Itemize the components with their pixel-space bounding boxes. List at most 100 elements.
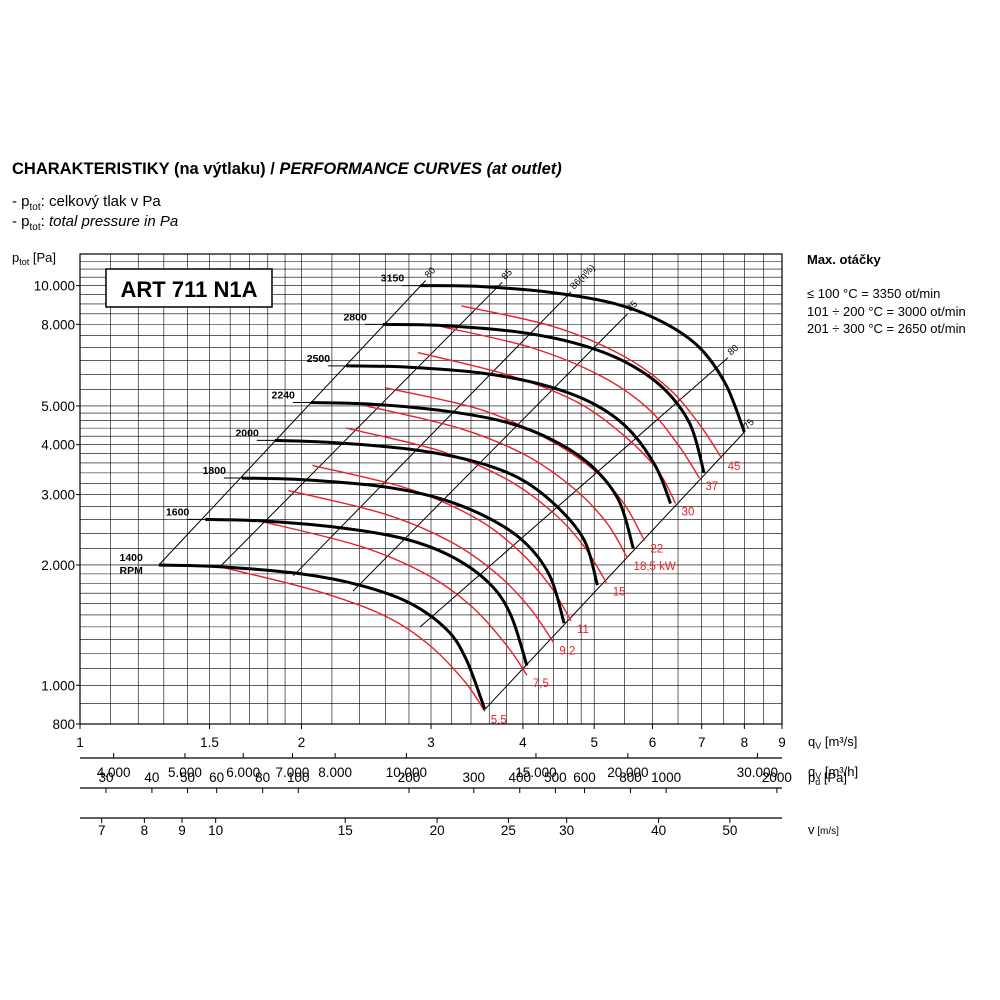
secondary-tick-label: 15 xyxy=(338,823,353,838)
rpm-curve xyxy=(205,517,529,667)
max-rpm-title: Max. otáčky xyxy=(807,252,881,267)
secondary-tick-label: 8.000 xyxy=(318,765,352,780)
secondary-tick-label: 60 xyxy=(209,770,224,785)
axis-label-pd: pd [Pa] xyxy=(808,770,847,787)
y-tick-label: 8.000 xyxy=(41,317,75,332)
secondary-tick-label: 7.000 xyxy=(276,765,310,780)
rpm-curve xyxy=(346,364,672,505)
y-axis-label: ptot [Pa] xyxy=(12,250,56,267)
power-label: 11 xyxy=(577,624,589,636)
secondary-tick-label: 400 xyxy=(508,770,531,785)
x-tick-label: 1 xyxy=(76,735,84,750)
secondary-tick-label: 1000 xyxy=(651,770,681,785)
efficiency-label: 80 xyxy=(726,343,741,358)
power-curves: 5,5 7,5 9,211 15 18,5 kW 22 30 37 45 xyxy=(219,305,741,726)
secondary-tick-label: 600 xyxy=(573,770,596,785)
rpm-curve xyxy=(310,401,635,549)
power-curve xyxy=(385,387,646,542)
secondary-tick-label: 9 xyxy=(178,823,186,838)
x-tick-label: 7 xyxy=(698,735,706,750)
model-box: ART 711 N1A xyxy=(105,268,273,308)
power-curve xyxy=(288,489,554,643)
secondary-tick-label: 50 xyxy=(722,823,737,838)
secondary-tick-label: 50 xyxy=(180,770,195,785)
rpm-label: 1800 xyxy=(203,465,227,477)
title-cz: CHARAKTERISTIKY (na výtlaku) / xyxy=(12,160,280,178)
model-name: ART 711 N1A xyxy=(121,277,258,302)
secondary-tick-label: 100 xyxy=(287,770,310,785)
model-box-frame xyxy=(105,268,273,308)
secondary-tick-label: 800 xyxy=(619,770,642,785)
power-label: 30 xyxy=(682,507,695,519)
secondary-tick-label: 80 xyxy=(255,770,270,785)
rpm-curve xyxy=(382,322,706,474)
rpm-label: 2240 xyxy=(272,390,296,402)
x-tick-label: 4 xyxy=(519,735,527,750)
axis-label-velocity: v [m/s] xyxy=(808,822,839,837)
rpm-label: 3150 xyxy=(381,273,405,285)
secondary-tick-label: 30 xyxy=(559,823,574,838)
power-curve xyxy=(219,566,486,712)
rpm-unit-label: RPM xyxy=(120,565,144,577)
rpm-label: 1400 xyxy=(120,552,144,564)
secondary-tick-label: 8 xyxy=(141,823,149,838)
axis-label-qv-m3s: qV [m³/s] xyxy=(808,734,857,751)
secondary-tick-label: 10 xyxy=(208,823,223,838)
secondary-tick-label: 4.000 xyxy=(97,765,131,780)
y-tick-label: 800 xyxy=(52,717,75,732)
x-tick-label: 5 xyxy=(590,735,598,750)
power-label: 37 xyxy=(705,481,718,493)
secondary-tick-label: 300 xyxy=(463,770,486,785)
power-label: 5,5 xyxy=(491,714,507,726)
desc-en-sub: tot xyxy=(29,222,41,233)
power-label: 15 xyxy=(613,586,626,598)
x-tick-label: 6 xyxy=(649,735,657,750)
desc-cz-sub: tot xyxy=(29,202,41,213)
efficiency-line xyxy=(352,313,628,592)
desc-cz-prefix: - p xyxy=(12,193,30,210)
x-tick-label: 3 xyxy=(427,735,435,750)
efficiency-line xyxy=(419,357,729,628)
secondary-tick-label: 7 xyxy=(98,823,106,838)
power-label: 18,5 kW xyxy=(634,561,676,573)
rpm-label: 1600 xyxy=(166,506,190,518)
desc-en-text: total pressure in Pa xyxy=(48,213,179,230)
efficiency-line xyxy=(484,431,745,710)
power-curve xyxy=(345,427,608,584)
x-tick-label: 9 xyxy=(778,735,786,750)
title-en: PERFORMANCE CURVES (at outlet) xyxy=(279,160,562,178)
description-en: - ptot: total pressure in Pa xyxy=(12,213,179,233)
secondary-tick-label: 40 xyxy=(144,770,159,785)
rpm-label: 2800 xyxy=(343,311,367,323)
secondary-tick-label: 30.000 xyxy=(737,765,778,780)
rpm-limit-3: 201 ÷ 300 °C = 2650 ot/min xyxy=(807,321,966,336)
secondary-tick-label: 200 xyxy=(398,770,421,785)
efficiency-line xyxy=(219,281,503,568)
secondary-tick-label: 20 xyxy=(430,823,445,838)
secondary-tick-label: 10.000 xyxy=(386,765,427,780)
power-label: 45 xyxy=(728,461,741,473)
x-tick-label: 8 xyxy=(741,735,749,750)
secondary-tick-label: 6.000 xyxy=(226,765,260,780)
rpm-curve xyxy=(158,563,487,710)
y-tick-label: 2.000 xyxy=(41,558,75,573)
power-curve xyxy=(366,405,629,559)
chart-title: CHARAKTERISTIKY (na výtlaku) / PERFORMAN… xyxy=(12,160,562,179)
rpm-limit-1: ≤ 100 °C = 3350 ot/min xyxy=(807,286,941,301)
efficiency-label: 80 xyxy=(423,265,438,280)
rpm-curve xyxy=(274,438,599,586)
desc-en-prefix: - p xyxy=(12,213,30,230)
desc-cz-text: : celkový tlak v Pa xyxy=(40,193,161,210)
power-curve xyxy=(461,305,723,459)
description-cz: - ptot: celkový tlak v Pa xyxy=(12,193,161,213)
y-tick-label: 10.000 xyxy=(34,279,75,294)
power-label: 9,2 xyxy=(559,645,575,657)
y-tick-label: 1.000 xyxy=(41,678,75,693)
secondary-tick-label: 25 xyxy=(501,823,516,838)
axis-label-qv-m3h: qV [m³/h] xyxy=(808,764,858,781)
power-curve xyxy=(312,464,572,622)
secondary-tick-label: 40 xyxy=(651,823,666,838)
y-tick-label: 4.000 xyxy=(41,438,75,453)
